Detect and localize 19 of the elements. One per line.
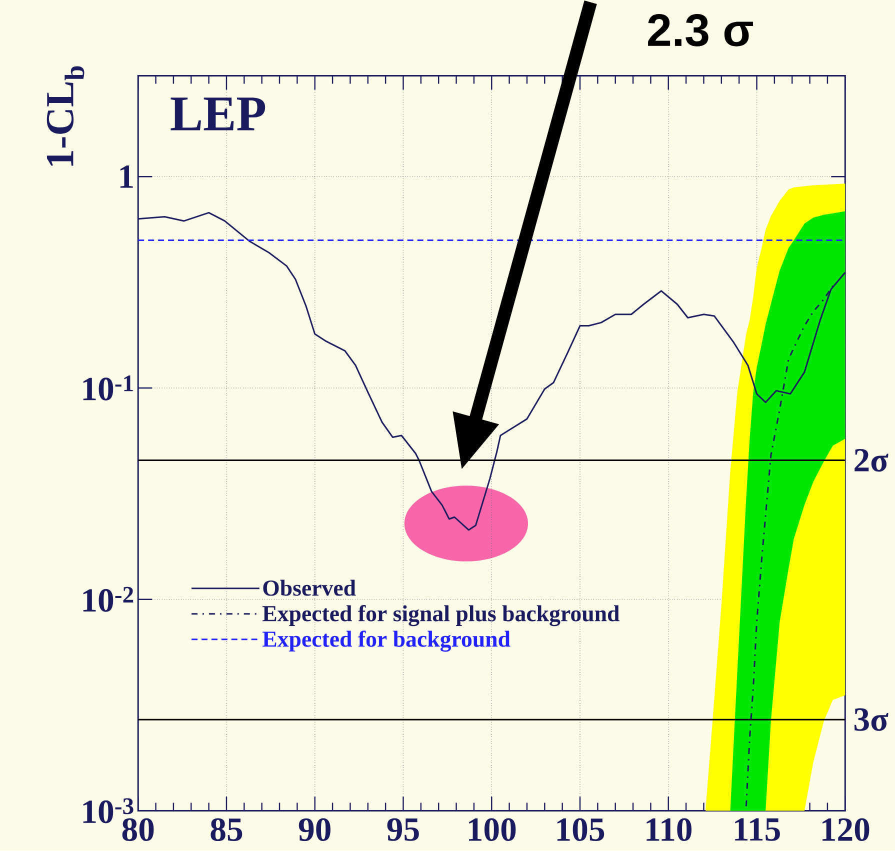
x-tick-label: 110 xyxy=(646,818,692,842)
y-tick-label: 1 xyxy=(120,166,133,188)
y-axis-title: 1-CL$_{b}$ xyxy=(46,66,84,166)
legend-label: Observed xyxy=(263,580,356,596)
x-tick-label: 105 xyxy=(557,818,604,842)
x-tick-label: 115 xyxy=(735,818,780,842)
legend-label: Expected for background xyxy=(262,630,510,652)
x-tick-label: 100 xyxy=(469,818,516,842)
x-tick-label: 85 xyxy=(210,818,242,842)
y-tick-label: 10$^{-2}$ xyxy=(83,587,134,612)
ref-line-label: 3σ xyxy=(854,708,888,732)
x-tick-label: 120 xyxy=(822,818,870,842)
legend-label: Expected for signal plus background xyxy=(262,605,620,626)
x-tick-label: 90 xyxy=(298,818,330,842)
y-tick-label: 10$^{-1}$ xyxy=(83,376,133,401)
ref-line-label: 2σ xyxy=(854,449,888,472)
chart-title: LEP xyxy=(170,98,266,130)
x-tick-label: 95 xyxy=(387,818,419,842)
text: 2.3 σ xyxy=(648,14,754,47)
